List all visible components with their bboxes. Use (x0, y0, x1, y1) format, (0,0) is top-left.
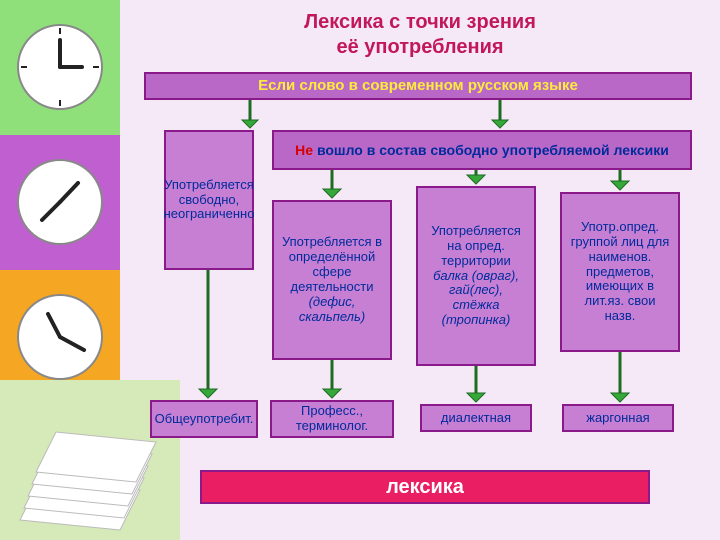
tile-clock-green (0, 0, 120, 135)
arrows-layer (120, 0, 720, 540)
diagram-content: Лексика с точки зрения её употребления Е… (120, 0, 720, 540)
tile-clock-purple (0, 135, 120, 270)
